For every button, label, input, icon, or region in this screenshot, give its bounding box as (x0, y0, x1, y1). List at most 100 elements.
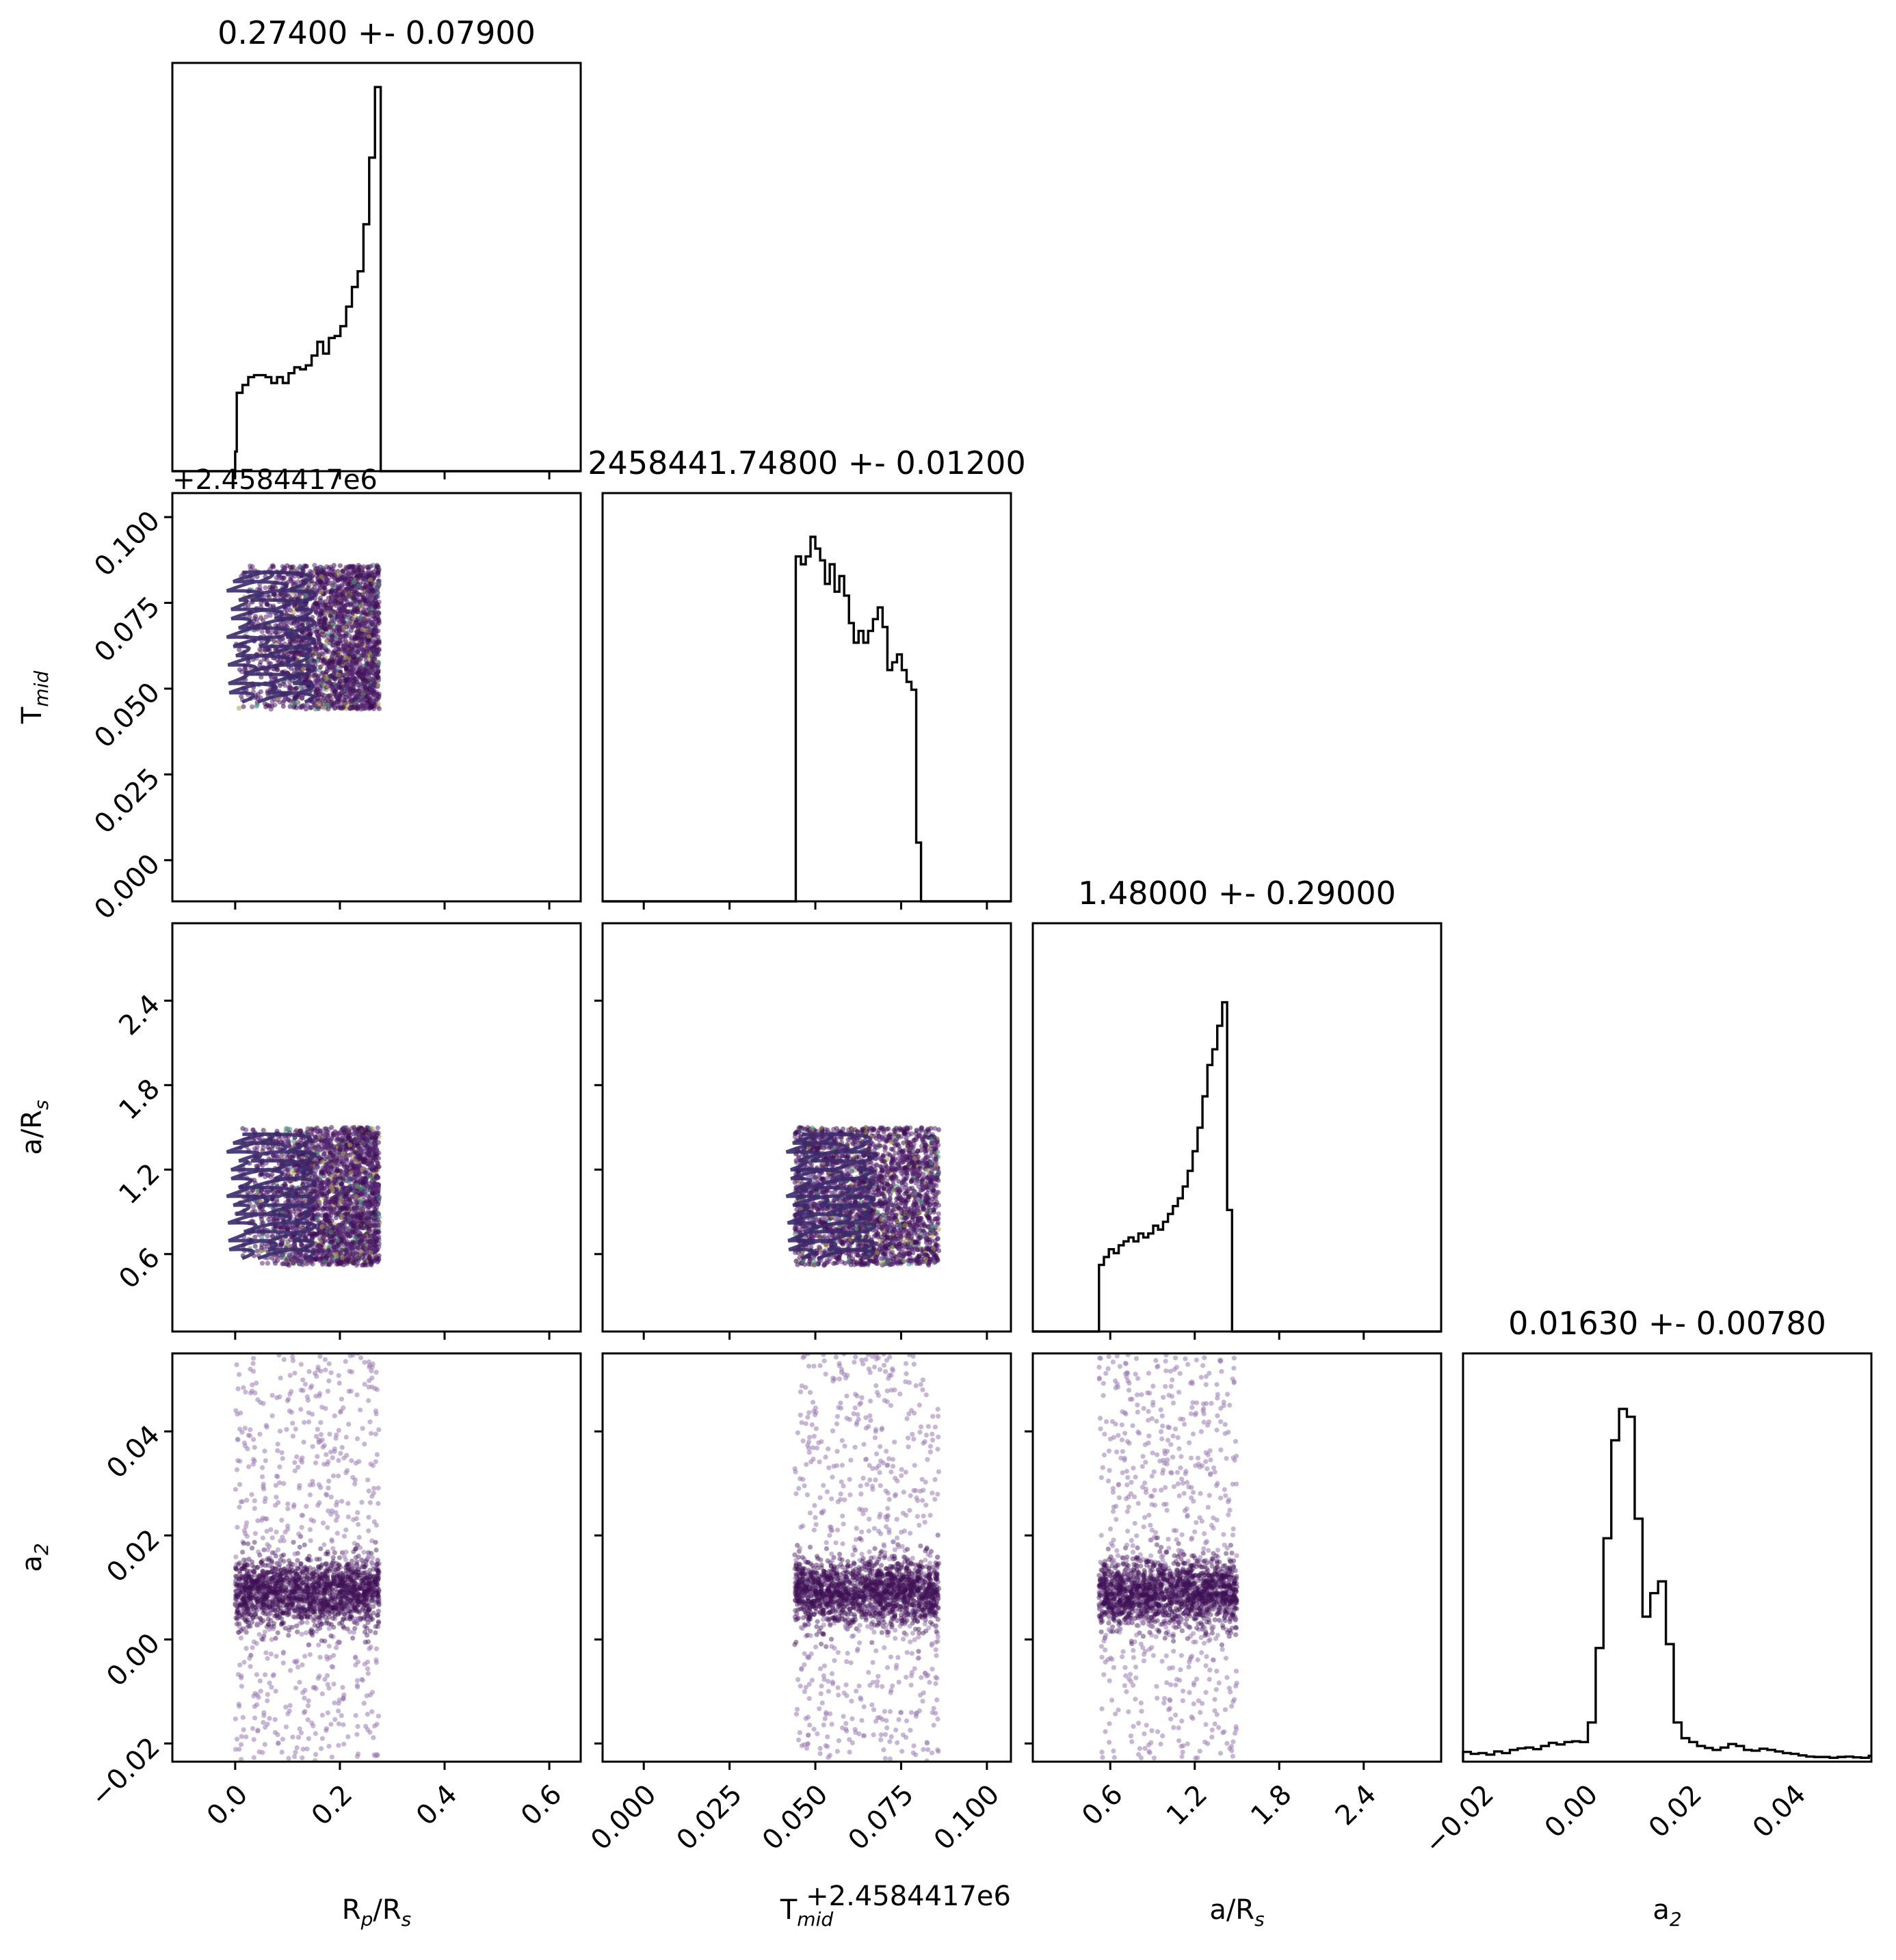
scatter-point (360, 676, 366, 681)
scatter-point (296, 1208, 302, 1213)
scatter-point (373, 629, 379, 635)
scatter-point (266, 1217, 272, 1222)
scatter-point (370, 619, 376, 625)
scatter-point (286, 594, 292, 599)
scatter-point (329, 1208, 334, 1215)
scatter-point (341, 614, 347, 620)
scatter-point (360, 592, 365, 598)
scatter-point (376, 701, 381, 706)
scatter-point (245, 1190, 250, 1195)
scatter-point (320, 1130, 326, 1137)
scatter-point (333, 1196, 339, 1202)
scatter-point (328, 613, 333, 618)
panel-frame (171, 492, 582, 903)
scatter-point (369, 606, 374, 611)
scatter-point (336, 1152, 342, 1157)
scatter-point (332, 663, 337, 669)
scatter-point (344, 666, 350, 672)
scatter-point (295, 579, 301, 585)
scatter-point (267, 585, 273, 590)
scatter-point (324, 1163, 330, 1169)
scatter-point (291, 1260, 296, 1265)
scatter-point (303, 593, 308, 598)
scatter-point (365, 630, 371, 635)
scatter-point (344, 1228, 350, 1233)
scatter-point (366, 573, 372, 579)
scatter-point (362, 1256, 367, 1262)
scatter-point (370, 699, 376, 704)
scatter-point (291, 654, 296, 659)
scatter-point (340, 676, 345, 681)
scatter-point (314, 1125, 320, 1130)
scatter-point (360, 1140, 365, 1145)
scatter-point (355, 1245, 360, 1251)
scatter-point (267, 613, 273, 618)
scatter-point (372, 639, 378, 645)
scatter-point (368, 703, 373, 708)
scatter-point (320, 1208, 326, 1213)
scatter-point (344, 1158, 350, 1164)
scatter-point (332, 676, 338, 682)
panel-frame (1031, 922, 1443, 1333)
scatter-point (323, 1169, 328, 1175)
scatter-point (262, 1174, 268, 1180)
scatter-point (283, 1257, 289, 1263)
scatter-point (292, 696, 298, 702)
title-rp: 0.27400 +- 0.07900 (218, 14, 536, 51)
scatter-point (336, 672, 341, 678)
scatter-point (310, 1217, 315, 1223)
scatter-point (365, 646, 370, 651)
scatter-point (309, 1127, 315, 1133)
scatter-point (343, 654, 349, 660)
scatter-point (330, 685, 335, 690)
scatter-point (346, 1255, 352, 1260)
scatter-point (358, 599, 363, 605)
histogram-a2 (1462, 1407, 1871, 1762)
scatter-point (308, 658, 313, 663)
scatter-point (350, 611, 356, 616)
scatter-point (328, 572, 334, 577)
scatter-point (356, 675, 362, 680)
scatter-point (376, 1234, 382, 1240)
hist-panel-rp: 0.27400 +- 0.07900 (171, 14, 582, 479)
scatter-point (237, 667, 243, 672)
scatter-point (342, 608, 347, 613)
scatter-point (324, 649, 329, 654)
scatter-point (340, 574, 345, 579)
scatter-point (308, 1131, 314, 1137)
scatter-point (300, 1262, 306, 1267)
panel-frame (1462, 1352, 1873, 1763)
scatter-point (369, 664, 374, 670)
scatter-point (353, 650, 358, 655)
scatter-point (334, 1180, 339, 1187)
scatter-point (376, 1256, 382, 1262)
scatter-point (265, 593, 270, 598)
scatter-point (335, 1258, 341, 1264)
scatter-point (249, 704, 255, 710)
scatter-point (366, 596, 372, 602)
scatter-point (291, 610, 296, 615)
scatter-point (316, 619, 321, 624)
scatter-point (355, 607, 360, 612)
scatter-point (315, 1130, 321, 1135)
scatter-point (280, 564, 285, 569)
scatter-point (360, 627, 365, 633)
scatter-point (261, 594, 266, 600)
scatter-point (360, 672, 367, 677)
scatter-point (358, 603, 364, 609)
scatter-point (367, 601, 373, 607)
scatter-point (316, 692, 321, 698)
scatter-point (334, 645, 339, 651)
scatter-point (255, 691, 261, 697)
scatter-point (258, 615, 264, 621)
scatter-point (343, 588, 349, 594)
scatter-point (373, 1223, 379, 1228)
scatter-point (327, 1250, 332, 1256)
scatter-point (360, 698, 367, 703)
scatter-point (365, 639, 370, 645)
scatter-point (328, 1205, 334, 1210)
scatter-point (351, 675, 356, 680)
scatter-point (315, 1151, 321, 1156)
scatter-point (368, 577, 373, 583)
scatter-point (350, 588, 355, 594)
